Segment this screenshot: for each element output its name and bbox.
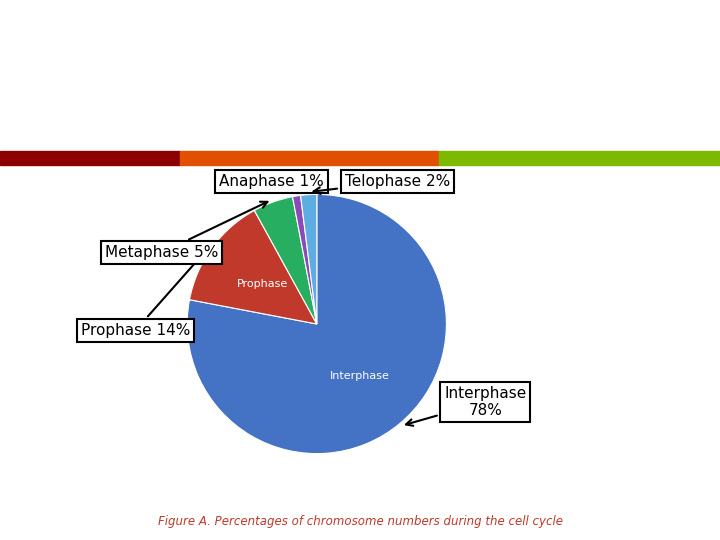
Bar	[180, 151, 439, 165]
Text: Prophase: Prophase	[237, 279, 288, 289]
Bar	[0, 151, 180, 165]
Wedge shape	[292, 195, 317, 324]
Wedge shape	[254, 197, 317, 324]
Wedge shape	[300, 194, 317, 324]
Text: Interphase: Interphase	[330, 371, 390, 381]
Text: Telophase 2%: Telophase 2%	[314, 174, 450, 194]
Wedge shape	[189, 211, 317, 324]
Wedge shape	[187, 194, 446, 454]
Text: Anaphase 1%: Anaphase 1%	[219, 174, 324, 191]
Text: Question 3 – Conclusion Questions: Question 3 – Conclusion Questions	[50, 95, 676, 129]
Text: Prophase 14%: Prophase 14%	[81, 250, 207, 338]
Bar	[439, 151, 720, 165]
Text: Interphase
78%: Interphase 78%	[406, 386, 526, 426]
Text: Figure A. Percentages of chromosome numbers during the cell cycle: Figure A. Percentages of chromosome numb…	[158, 515, 562, 528]
Text: Metaphase 5%: Metaphase 5%	[104, 202, 267, 260]
